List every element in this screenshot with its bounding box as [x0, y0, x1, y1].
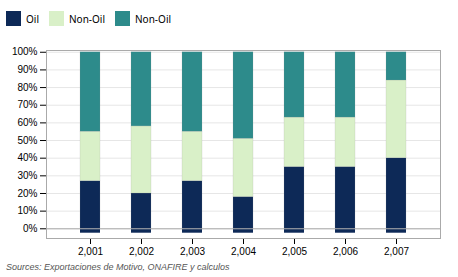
svg-text:2,002: 2,002	[129, 246, 154, 257]
svg-text:100%: 100%	[12, 46, 38, 57]
svg-text:50%: 50%	[17, 135, 37, 146]
svg-text:10%: 10%	[17, 205, 37, 216]
svg-text:60%: 60%	[17, 117, 37, 128]
svg-text:2,001: 2,001	[78, 246, 103, 257]
html-text:Non-Oil: Non-Oil	[135, 11, 171, 26]
svg-text:80%: 80%	[17, 82, 37, 93]
svg-text:70%: 70%	[17, 99, 37, 110]
svg-text:2,004: 2,004	[231, 246, 256, 257]
svg-text:0%: 0%	[23, 223, 38, 234]
svg-text:20%: 20%	[17, 188, 37, 199]
svg-text:2,005: 2,005	[282, 246, 307, 257]
svg-text:2,007: 2,007	[384, 246, 409, 257]
svg-text:2,006: 2,006	[333, 246, 358, 257]
svg-text:40%: 40%	[17, 152, 37, 163]
html-text:Oil: Oil	[26, 11, 39, 26]
svg-text:2,003: 2,003	[180, 246, 205, 257]
html-text:Sources: Exportaciones de Moti: Sources: Exportaciones de Motivo, ONAFIR…	[6, 262, 230, 272]
svg-text:90%: 90%	[17, 64, 37, 75]
svg-text:30%: 30%	[17, 170, 37, 181]
html-text:Non-Oil: Non-Oil	[69, 11, 105, 26]
